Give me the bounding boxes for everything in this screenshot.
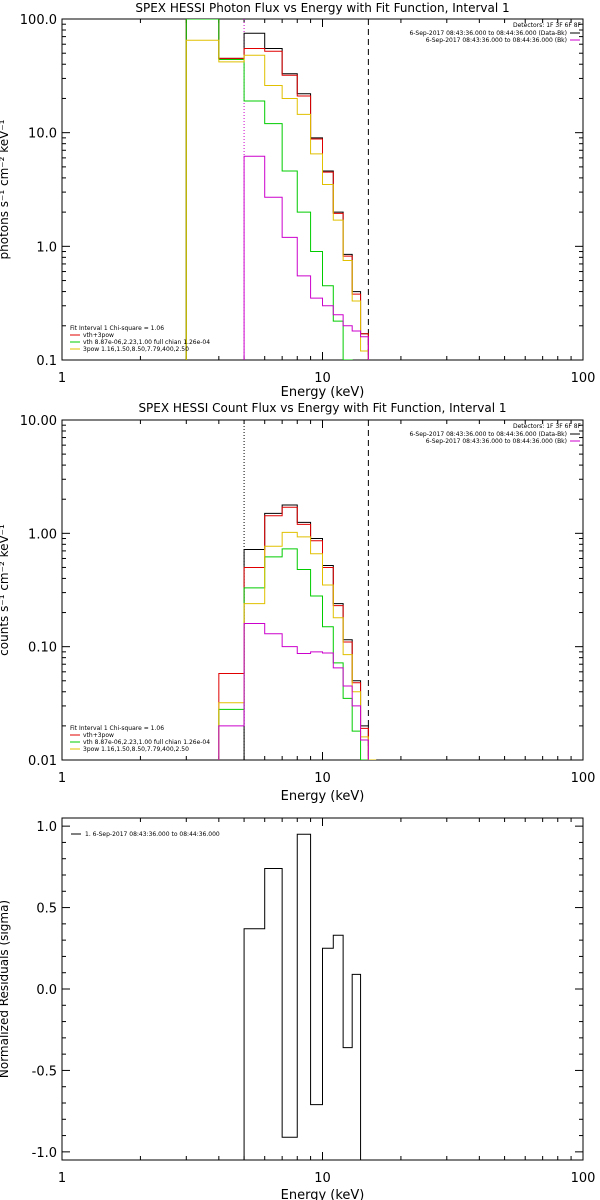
chart-title: SPEX HESSI Photon Flux vs Energy with Fi…: [135, 1, 509, 15]
y-tick-label: 0.10: [28, 641, 57, 656]
series-data: [185, 19, 369, 360]
legend-entry: 1. 6-Sep-2017 08:43:36.000 to 08:44:36.0…: [85, 831, 220, 838]
legend-entry: 3pow 1.16,1.50,8.50,7.79,400,2.50: [83, 746, 189, 753]
x-tick-label: 100: [571, 1171, 596, 1186]
legend-entry: vth 8.87e-06,2.23,1.00 full chian 1.26e-…: [83, 339, 210, 346]
x-tick-label: 10: [314, 1171, 331, 1186]
y-tick-label: 100.0: [20, 13, 57, 28]
y-tick-label: 0.5: [36, 902, 57, 917]
y-tick-label: 1.0: [36, 820, 57, 835]
x-tick-label: 1: [58, 771, 66, 786]
series-background: [243, 155, 369, 360]
y-axis-ticks: [62, 419, 583, 761]
legend-entry: 6-Sep-2017 08:43:36.000 to 08:44:36.000 …: [426, 37, 567, 44]
y-axis-ticks: [62, 18, 583, 361]
y-axis-label: counts s⁻¹ cm⁻² keV⁻¹: [0, 524, 11, 656]
chart-title: SPEX HESSI Count Flux vs Energy with Fit…: [138, 401, 506, 415]
series-total: [218, 506, 369, 760]
y-tick-label: 10.00: [20, 414, 57, 429]
legend-top-left: 1. 6-Sep-2017 08:43:36.000 to 08:44:36.0…: [71, 831, 220, 838]
series-data: [243, 504, 369, 760]
plot-frame: [61, 18, 584, 361]
plot-area: [185, 19, 369, 360]
legend-title: Fit Interval 1 Chi-square = 1.06: [70, 725, 164, 732]
photon-flux-panel: 1 10 100 0.1 1.0 10.0 100.0 SPEX HESSI Photon F…: [0, 1, 595, 400]
plot-area: [243, 833, 362, 1160]
y-axis-label: photons s⁻¹ cm⁻² keV⁻¹: [0, 119, 11, 259]
plot-frame: [61, 419, 584, 761]
y-tick-label: 0.1: [36, 354, 57, 369]
residuals-panel: 1 10 100 -1.0 -0.5 0.0 0.5 1.0 Energy (keV) Norma…: [0, 817, 596, 1200]
plot-area: [218, 420, 377, 760]
legend-bottom-left: Fit Interval 1 Chi-square = 1.06vth+3pow…: [70, 725, 210, 753]
legend-entry: vth+3pow: [83, 732, 114, 739]
legend-entry: vth 8.87e-06,2.23,1.00 full chian 1.26e-…: [83, 739, 210, 746]
y-tick-label: 1.0: [36, 240, 57, 255]
x-axis-label: Energy (keV): [281, 385, 365, 400]
legend-entry: vth+3pow: [83, 332, 114, 339]
y-axis-ticks: [62, 825, 583, 1153]
legend-entry: 6-Sep-2017 08:43:36.000 to 08:44:36.000 …: [426, 438, 567, 445]
series-thermal: [185, 19, 353, 360]
x-axis-label: Energy (keV): [281, 1188, 365, 1200]
legend-top-right: Detectors: 1F 3F 6F 8F6-Sep-2017 08:43:3…: [409, 22, 581, 44]
x-axis-ticks: [61, 420, 572, 760]
x-tick-label: 10: [314, 771, 331, 786]
x-axis-label: Energy (keV): [281, 789, 365, 804]
y-tick-label: 0.01: [28, 754, 57, 769]
x-tick-label: 10: [314, 371, 331, 386]
x-axis-ticks: [61, 19, 572, 360]
series-residuals: [243, 833, 362, 1160]
series-powerlaw: [185, 39, 369, 360]
legend-bottom-left: Fit Interval 1 Chi-square = 1.06vth+3pow…: [70, 325, 210, 353]
y-tick-label: -1.0: [32, 1146, 57, 1161]
x-axis-ticks: [61, 818, 572, 1160]
y-tick-label: -0.5: [32, 1064, 57, 1079]
count-flux-panel: 1 10 100 0.01 0.10 1.00 10.00 SPEX HESSI Count …: [0, 401, 595, 804]
x-tick-label: 100: [571, 771, 596, 786]
legend-title: Fit Interval 1 Chi-square = 1.06: [70, 325, 164, 332]
x-tick-label: 1: [58, 1171, 66, 1186]
series-total: [185, 19, 369, 360]
x-tick-label: 1: [58, 371, 66, 386]
legend-title: Detectors: 1F 3F 6F 8F: [513, 22, 582, 29]
series-thermal: [218, 548, 369, 760]
y-tick-label: 1.00: [28, 527, 57, 542]
series-background: [218, 623, 369, 760]
legend-entry: 6-Sep-2017 08:43:36.000 to 08:44:36.000 …: [409, 431, 567, 438]
y-axis-label: Normalized Residuals (sigma): [0, 900, 11, 1078]
x-tick-label: 100: [571, 371, 596, 386]
y-tick-label: 10.0: [28, 127, 57, 142]
y-tick-label: 0.0: [36, 983, 57, 998]
legend-entry: 3pow 1.16,1.50,8.50,7.79,400,2.50: [83, 346, 189, 353]
legend-title: Detectors: 1F 3F 6F 8F: [513, 423, 582, 430]
legend-entry: 6-Sep-2017 08:43:36.000 to 08:44:36.000 …: [409, 30, 567, 37]
legend-top-right: Detectors: 1F 3F 6F 8F6-Sep-2017 08:43:3…: [409, 423, 581, 445]
